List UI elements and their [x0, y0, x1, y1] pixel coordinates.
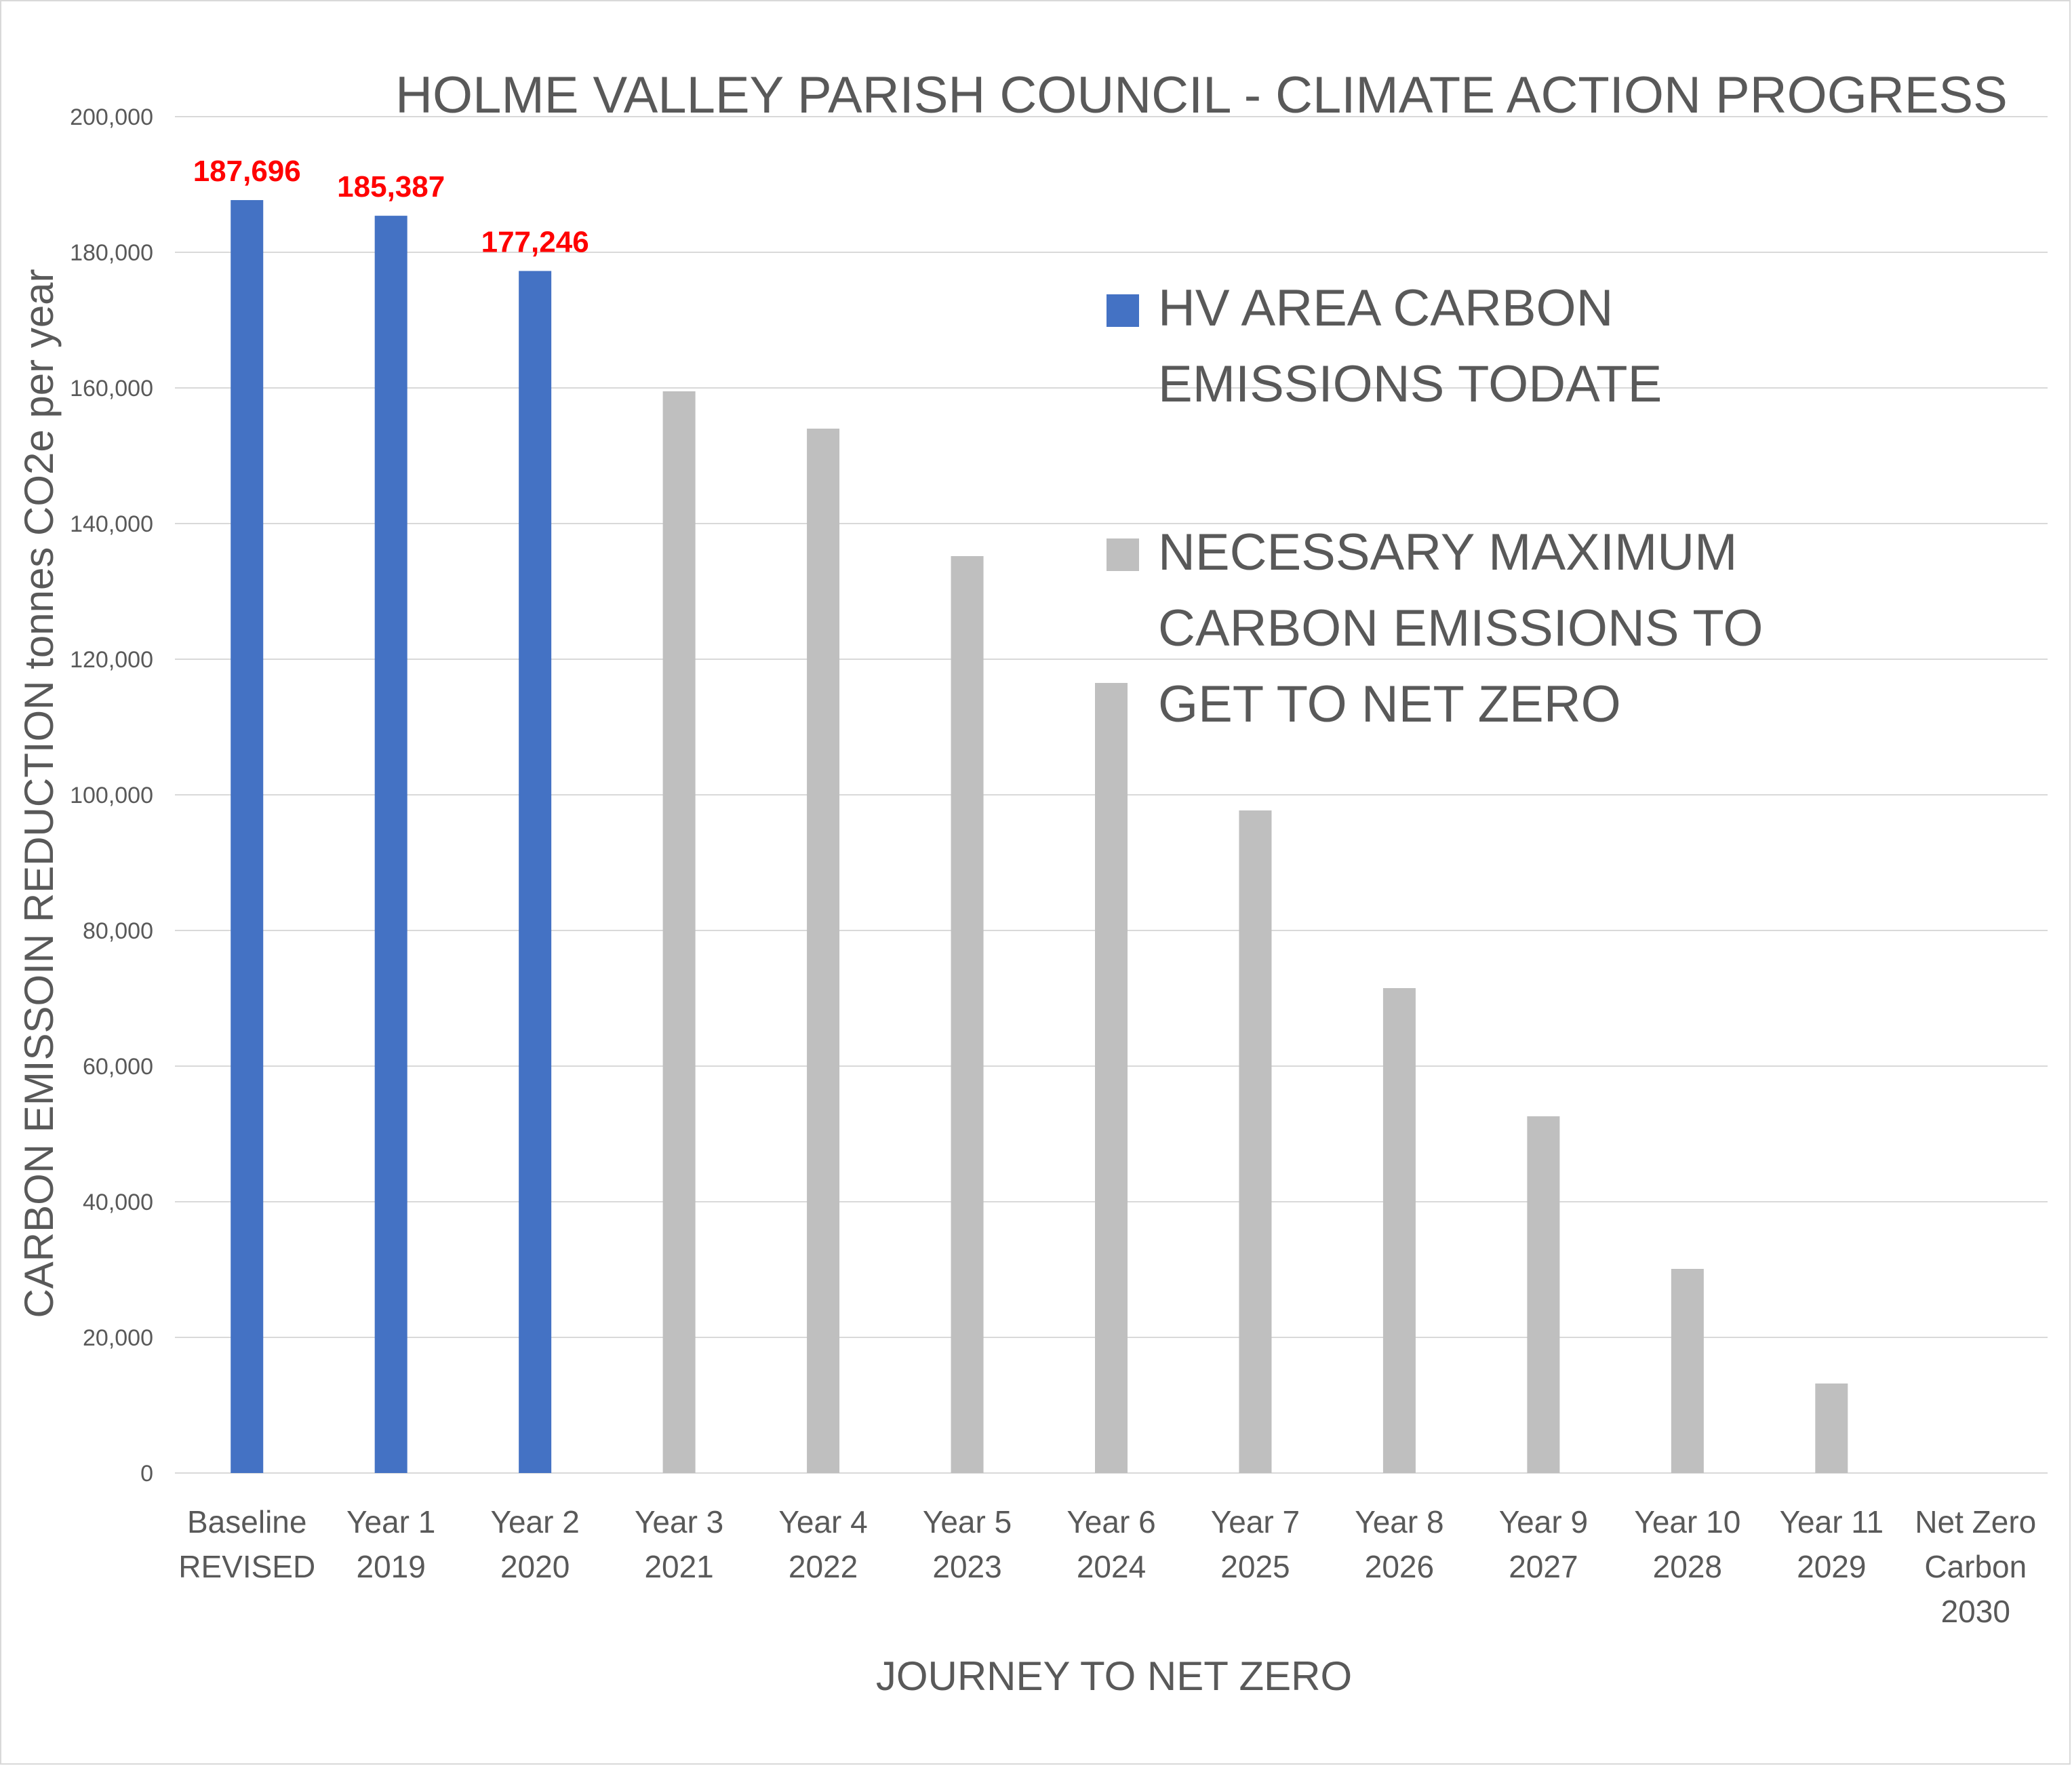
- x-tick-label: 2027: [1509, 1549, 1578, 1584]
- x-tick-label: 2021: [644, 1549, 713, 1584]
- x-tick-label: Year 9: [1499, 1504, 1588, 1539]
- x-tick-label: Year 8: [1355, 1504, 1443, 1539]
- data-label: 177,246: [481, 226, 589, 259]
- x-axis-tick-labels: Baseline REVISED Year 1 2019 Year 2 2020 Year …: [178, 1504, 2036, 1629]
- legend-label: HV AREA CARBON: [1158, 279, 1614, 337]
- x-tick-label: Carbon: [1924, 1549, 2027, 1584]
- y-axis-tick-labels: 0 20,000 40,000 60,000 80,000 100,000 120,000 1…: [70, 104, 153, 1487]
- x-tick-label: 2019: [357, 1549, 426, 1584]
- y-tick-label: 140,000: [70, 511, 153, 537]
- legend: HV AREA CARBON EMISSIONS TODATE NECESSARY …: [1107, 279, 1763, 733]
- x-tick-label: 2028: [1653, 1549, 1722, 1584]
- x-tick-label: REVISED: [178, 1549, 315, 1584]
- x-axis-title: JOURNEY TO NET ZERO: [876, 1653, 1352, 1699]
- bar: [1382, 988, 1416, 1473]
- legend-label: EMISSIONS TODATE: [1158, 355, 1662, 413]
- x-tick-label: 2024: [1077, 1549, 1146, 1584]
- x-tick-label: 2026: [1365, 1549, 1434, 1584]
- x-tick-label: Baseline: [187, 1504, 306, 1539]
- y-tick-label: 160,000: [70, 376, 153, 401]
- bar: [1527, 1116, 1560, 1473]
- y-tick-label: 80,000: [83, 918, 153, 944]
- legend-swatch: [1107, 294, 1139, 327]
- bar: [1815, 1384, 1848, 1473]
- x-tick-label: 2030: [1941, 1594, 2010, 1629]
- y-tick-label: 200,000: [70, 104, 153, 130]
- x-tick-label: Year 4: [778, 1504, 867, 1539]
- chart-title: HOLME VALLEY PARISH COUNCIL - CLIMATE AC…: [395, 66, 2008, 124]
- x-tick-label: 2020: [500, 1549, 570, 1584]
- y-tick-label: 40,000: [83, 1190, 153, 1215]
- legend-label: NECESSARY MAXIMUM: [1158, 524, 1737, 581]
- bars: [231, 200, 1848, 1473]
- legend-swatch: [1107, 538, 1139, 571]
- data-labels: 187,696 185,387 177,246: [193, 155, 589, 259]
- x-tick-label: Year 7: [1211, 1504, 1300, 1539]
- y-tick-label: 120,000: [70, 647, 153, 673]
- x-tick-label: Year 10: [1634, 1504, 1740, 1539]
- x-tick-label: Year 2: [490, 1504, 579, 1539]
- x-tick-label: Net Zero: [1915, 1504, 2036, 1539]
- bar: [374, 216, 407, 1473]
- x-tick-label: 2022: [789, 1549, 858, 1584]
- y-tick-label: 100,000: [70, 783, 153, 808]
- x-tick-label: Year 11: [1780, 1504, 1884, 1539]
- y-tick-label: 0: [140, 1461, 153, 1487]
- y-axis-title: CARBON EMISSOIN REDUCTION tonnes CO2e pe…: [16, 269, 62, 1318]
- bar: [807, 429, 840, 1473]
- bar: [519, 271, 552, 1473]
- x-tick-label: Year 6: [1067, 1504, 1155, 1539]
- bar: [951, 556, 984, 1473]
- x-tick-label: Year 1: [346, 1504, 435, 1539]
- x-tick-label: 2025: [1220, 1549, 1290, 1584]
- bar: [662, 391, 696, 1473]
- y-tick-label: 20,000: [83, 1325, 153, 1351]
- bar: [1239, 810, 1272, 1473]
- data-label: 187,696: [193, 155, 301, 188]
- y-tick-label: 180,000: [70, 240, 153, 266]
- x-tick-label: Year 3: [635, 1504, 723, 1539]
- x-tick-label: 2029: [1797, 1549, 1866, 1584]
- data-label: 185,387: [337, 170, 445, 203]
- bar: [231, 200, 264, 1473]
- gridlines: [175, 116, 2048, 1474]
- x-tick-label: 2023: [932, 1549, 1001, 1584]
- bar: [1671, 1269, 1704, 1473]
- legend-label: CARBON EMISSIONS TO: [1158, 600, 1763, 657]
- y-tick-label: 60,000: [83, 1054, 153, 1080]
- legend-label: GET TO NET ZERO: [1158, 675, 1621, 733]
- x-tick-label: Year 5: [923, 1504, 1012, 1539]
- bar: [1095, 683, 1128, 1473]
